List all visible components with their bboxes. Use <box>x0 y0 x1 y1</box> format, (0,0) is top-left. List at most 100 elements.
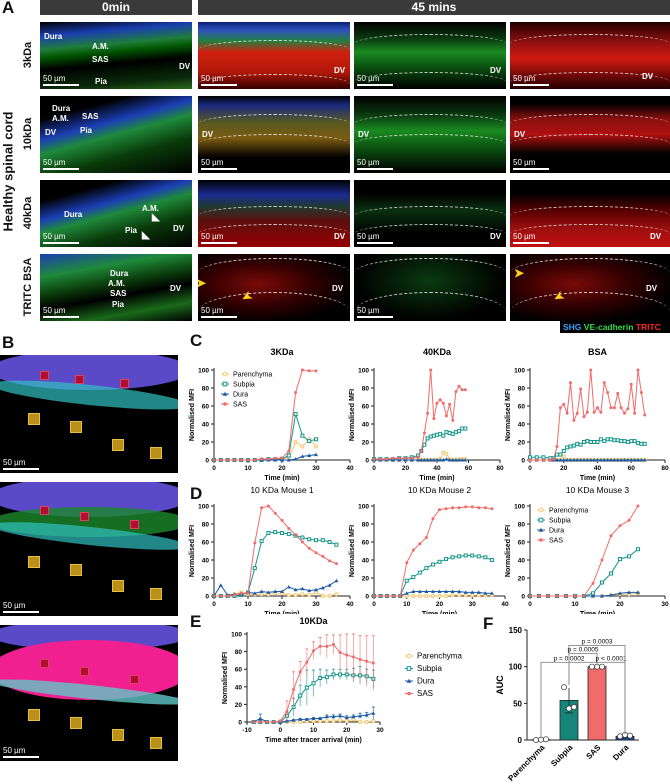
marker-sas <box>260 506 264 510</box>
marker-dura <box>622 458 627 462</box>
marker-sas <box>457 384 461 388</box>
marker-subpia <box>338 672 343 677</box>
y-axis-label: Normalised MFI <box>349 525 356 577</box>
y-tick-label: 60 <box>235 667 243 674</box>
scale-bar: 50 µm <box>357 232 393 244</box>
x-tick-label: 20 <box>560 465 568 472</box>
marker-dura <box>324 714 329 719</box>
marker-sas <box>226 458 230 462</box>
marker-dura <box>422 458 427 462</box>
data-point <box>627 732 633 739</box>
marker-subpia <box>450 431 455 436</box>
label-dv: DV <box>490 232 502 241</box>
scale-bar: 50 µm <box>201 158 237 170</box>
marker-sas <box>490 507 494 511</box>
marker-sas <box>273 511 277 515</box>
marker-sas <box>552 457 556 461</box>
marker-sas <box>411 548 415 552</box>
marker-dura <box>431 458 436 462</box>
label-dura: Dura <box>52 104 71 113</box>
marker-subpia <box>558 452 563 457</box>
marker-dura <box>636 590 640 594</box>
marker-sas <box>470 505 474 509</box>
marker-sas <box>334 562 338 566</box>
marker-subpia <box>582 440 586 444</box>
marker-sas <box>298 670 302 674</box>
image-40kda-0min: Dura A.M. Pia DV ◣ ◣ 50 µm <box>40 180 192 247</box>
y-tick-label: 100 <box>198 504 209 511</box>
marker-sas <box>451 418 455 422</box>
marker-subpia <box>447 431 452 435</box>
marker-sas <box>535 458 539 462</box>
series-sas <box>212 504 338 598</box>
marker-sas <box>537 594 541 598</box>
marker-sas <box>618 524 622 528</box>
marker-dura <box>483 591 488 595</box>
marker-dura <box>327 583 332 587</box>
marker-subpia <box>307 537 312 542</box>
marker-dura <box>441 458 446 462</box>
marker-sas <box>379 594 383 598</box>
marker-sas <box>273 456 277 460</box>
marker-dura <box>489 591 494 595</box>
x-category-label: Dura <box>611 743 631 763</box>
image-10kda-45min-tritc: DV 50 µm <box>510 96 670 173</box>
y-tick-label: 40 <box>235 684 243 691</box>
y-tick-label: 60 <box>518 404 526 411</box>
data-point <box>571 704 577 710</box>
series-subpia <box>251 666 376 724</box>
p-value-label: p = 0.0005 <box>568 646 599 653</box>
marker-subpia <box>314 437 318 442</box>
scale-bar: 50 µm <box>357 74 393 86</box>
marker-subpia <box>639 441 644 446</box>
marker-sas <box>562 402 566 406</box>
marker-subpia <box>320 538 325 543</box>
marker-subpia <box>280 531 284 535</box>
label-dv: DV <box>179 62 191 71</box>
chart-3kda: 3KDa 0 20 40 60 80 100 0 10 20 30 40 Time (min) Norma… <box>189 347 354 482</box>
marker-subpia <box>605 437 610 442</box>
marker-subpia <box>636 547 640 552</box>
marker-sas <box>253 458 257 462</box>
marker-sas <box>548 458 552 462</box>
marker-dura <box>450 458 455 462</box>
panel-a-label: A <box>2 0 15 17</box>
y-tick-label: 80 <box>202 386 210 393</box>
marker-parenchyma <box>538 507 544 513</box>
marker-sas <box>609 534 613 538</box>
series-sas <box>252 633 375 724</box>
marker-dura <box>476 590 481 594</box>
y-tick-label: 40 <box>362 422 370 429</box>
marker-dura <box>428 458 433 462</box>
x-tick-label: 30 <box>312 465 320 472</box>
marker-subpia <box>324 675 329 680</box>
x-tick-label: 40 <box>594 465 602 472</box>
label-pia: Pia <box>125 226 138 235</box>
y-tick-label: 80 <box>235 649 243 656</box>
marker-dura <box>416 458 421 462</box>
marker-dura <box>397 458 402 462</box>
marker-sas <box>321 554 325 558</box>
y-axis-label: Normalised MFI <box>189 389 196 441</box>
marker-sas <box>294 533 298 537</box>
marker-sas <box>438 508 441 512</box>
marker-subpia <box>425 436 430 441</box>
marker-sas <box>278 719 282 723</box>
x-tick-label: 20 <box>616 601 624 608</box>
y-tick-label: 80 <box>518 386 526 393</box>
marker-dura <box>338 713 343 718</box>
marker-parenchyma <box>358 720 363 724</box>
marker-sas <box>372 457 376 461</box>
p-value-label: p < 0.0001 <box>596 655 627 662</box>
x-tick-label: 10 <box>244 601 252 608</box>
y-tick-label: 40 <box>518 422 526 429</box>
marker-dura <box>286 585 291 589</box>
marker-sas <box>314 369 318 373</box>
x-tick-label: 0 <box>212 601 216 608</box>
marker-dura <box>293 457 298 461</box>
y-tick-label: 60 <box>202 540 210 547</box>
marker-subpia <box>304 685 309 690</box>
marker-subpia <box>622 439 627 444</box>
x-axis-label: Time (min) <box>264 475 299 482</box>
marker-sas <box>575 411 579 415</box>
